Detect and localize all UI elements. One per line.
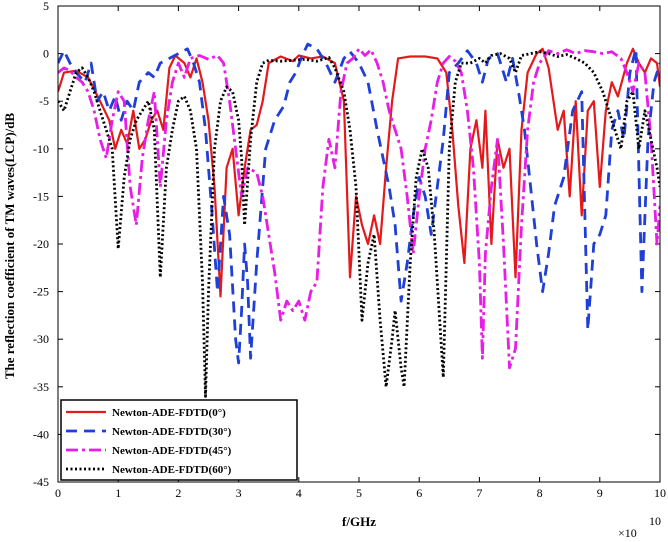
y-tick-label: -25	[33, 285, 49, 299]
legend-label-2: Newton-ADE-FDTD(45°)	[112, 445, 232, 457]
y-tick-label: -10	[33, 142, 49, 156]
series-layer	[58, 42, 660, 398]
legend: Newton-ADE-FDTD(0°) Newton-ADE-FDTD(30°) N…	[60, 399, 298, 481]
x-axis-label: f/GHz	[342, 514, 376, 529]
legend-label-1: Newton-ADE-FDTD(30°)	[112, 426, 232, 438]
x-exponent-label: 10	[649, 514, 661, 528]
y-tick-label: -5	[39, 94, 49, 108]
series-line-0	[58, 47, 660, 298]
axis-ticks: 0 1 2 3 4 5 6 7 8 9 10 5 0 -5 -10 -15 -20 -25 -30 -35 -40 -45	[33, 0, 666, 500]
legend-label-0: Newton-ADE-FDTD(0°)	[112, 407, 226, 419]
x-tick-label: 10	[654, 486, 666, 500]
x-tick-label: 4	[296, 486, 302, 500]
y-tick-label: 5	[43, 0, 49, 13]
x-tick-label: 6	[416, 486, 422, 500]
y-tick-label: -40	[33, 427, 49, 441]
x-tick-label: 8	[537, 486, 543, 500]
legend-box	[60, 399, 298, 481]
x-tick-label: 0	[55, 486, 61, 500]
y-tick-label: -20	[33, 237, 49, 251]
x-tick-label: 3	[236, 486, 242, 500]
series-line-2	[58, 47, 660, 370]
series-line-3	[58, 50, 660, 398]
x-tick-label: 7	[476, 486, 482, 500]
y-tick-label: -30	[33, 332, 49, 346]
y-tick-label: 0	[43, 47, 49, 61]
x-tick-label: 2	[175, 486, 181, 500]
y-tick-label: -35	[33, 380, 49, 394]
y-tick-label: -15	[33, 189, 49, 203]
y-tick-label: -45	[33, 475, 49, 489]
x-tick-label: 1	[115, 486, 121, 500]
x-tick-label: 5	[356, 486, 362, 500]
plot-frame	[57, 5, 661, 483]
y-axis-label: The reflection coefficient of TM waves(L…	[2, 113, 17, 380]
legend-label-3: Newton-ADE-FDTD(60°)	[112, 464, 232, 476]
x-exponent-multiplier: ×10	[618, 526, 637, 540]
x-tick-label: 9	[597, 486, 603, 500]
